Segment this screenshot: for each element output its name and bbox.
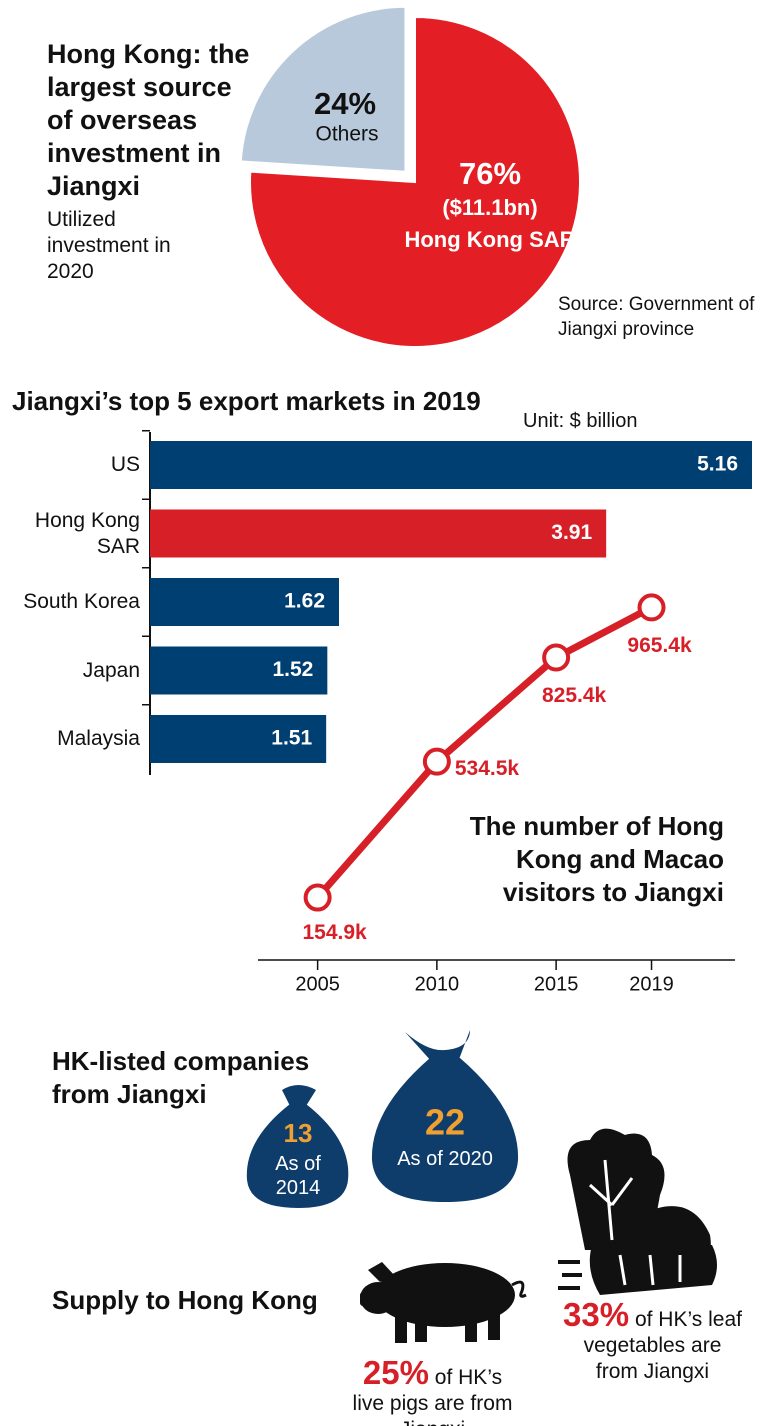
supply-text: of HK’s live pigs are from Jiangxi (352, 1366, 513, 1426)
companies-title: HK-listed companies from Jiangxi (52, 1046, 310, 1109)
bag-large (371, 1030, 519, 1202)
bar (150, 715, 327, 763)
line-point (303, 883, 332, 912)
x-tick-label: 2005 (295, 973, 340, 995)
bar (150, 578, 339, 626)
pie-slice (249, 15, 581, 348)
line-value-label: 154.9k (303, 921, 368, 944)
line-point (422, 747, 451, 776)
bar-title: Jiangxi’s top 5 export markets in 2019 (12, 386, 481, 416)
pie-title: Hong Kong: the largest source of oversea… (47, 39, 250, 201)
company-count: 13 (284, 1118, 313, 1148)
pie-value-label: 24% (314, 86, 376, 121)
supply-percent: 33% (563, 1296, 630, 1333)
supply-text: of HK’s leaf vegetables are from Jiangxi (583, 1308, 742, 1383)
pie-category-label: Hong Kong SAR (404, 227, 575, 252)
line-series (314, 604, 654, 900)
supply-percent: 25% (362, 1354, 429, 1391)
pie-subtitle: Utilized investment in 2020 (47, 208, 171, 283)
bar-value-label: 1.51 (271, 727, 312, 750)
bar-category-label: Hong Kong SAR (34, 508, 140, 558)
bar (150, 441, 752, 489)
bar-value-label: 3.91 (551, 521, 592, 544)
bar (150, 646, 328, 695)
bar-category-label: Japan (82, 658, 140, 682)
bar-category-label: Malaysia (57, 727, 140, 750)
company-count: 22 (425, 1102, 465, 1143)
company-label: As of 2014 (275, 1153, 321, 1199)
vegetables-icon (558, 1128, 717, 1295)
supply-item: 25% of HK’s live pigs are from Jiangxi (345, 1356, 520, 1426)
supply-title: Supply to Hong Kong (52, 1285, 318, 1315)
supply-item: 33% of HK’s leaf vegetables are from Jia… (560, 1298, 745, 1385)
line-title: The number of Hong Kong and Macao visito… (469, 811, 724, 907)
bar-unit: Unit: $ billion (523, 410, 638, 432)
bar (150, 509, 607, 558)
line-value-label: 534.5k (455, 757, 520, 780)
bag-small (246, 1085, 349, 1208)
bar-value-label: 5.16 (697, 453, 738, 476)
line-point (637, 593, 666, 622)
bar-category-label: US (110, 453, 140, 476)
x-tick-label: 2010 (415, 973, 460, 995)
line-value-label: 825.4k (542, 684, 607, 707)
x-tick-label: 2019 (629, 973, 674, 995)
line-value-label: 965.4k (627, 634, 692, 657)
pie-source: Source: Government of Jiangxi province (558, 294, 755, 340)
x-tick-label: 2015 (534, 973, 579, 995)
bar-category-label: South Korea (23, 590, 140, 613)
bar-value-label: 1.62 (284, 590, 325, 613)
pig-icon (360, 1262, 527, 1343)
bar-value-label: 1.52 (272, 658, 313, 681)
pie-amount-label: ($11.1bn) (442, 195, 537, 220)
pie-slice (239, 5, 407, 173)
line-point (542, 643, 571, 672)
pie-value-label: 76% (459, 156, 521, 191)
company-label: As of 2020 (397, 1148, 493, 1170)
pie-category-label: Others (315, 123, 378, 146)
